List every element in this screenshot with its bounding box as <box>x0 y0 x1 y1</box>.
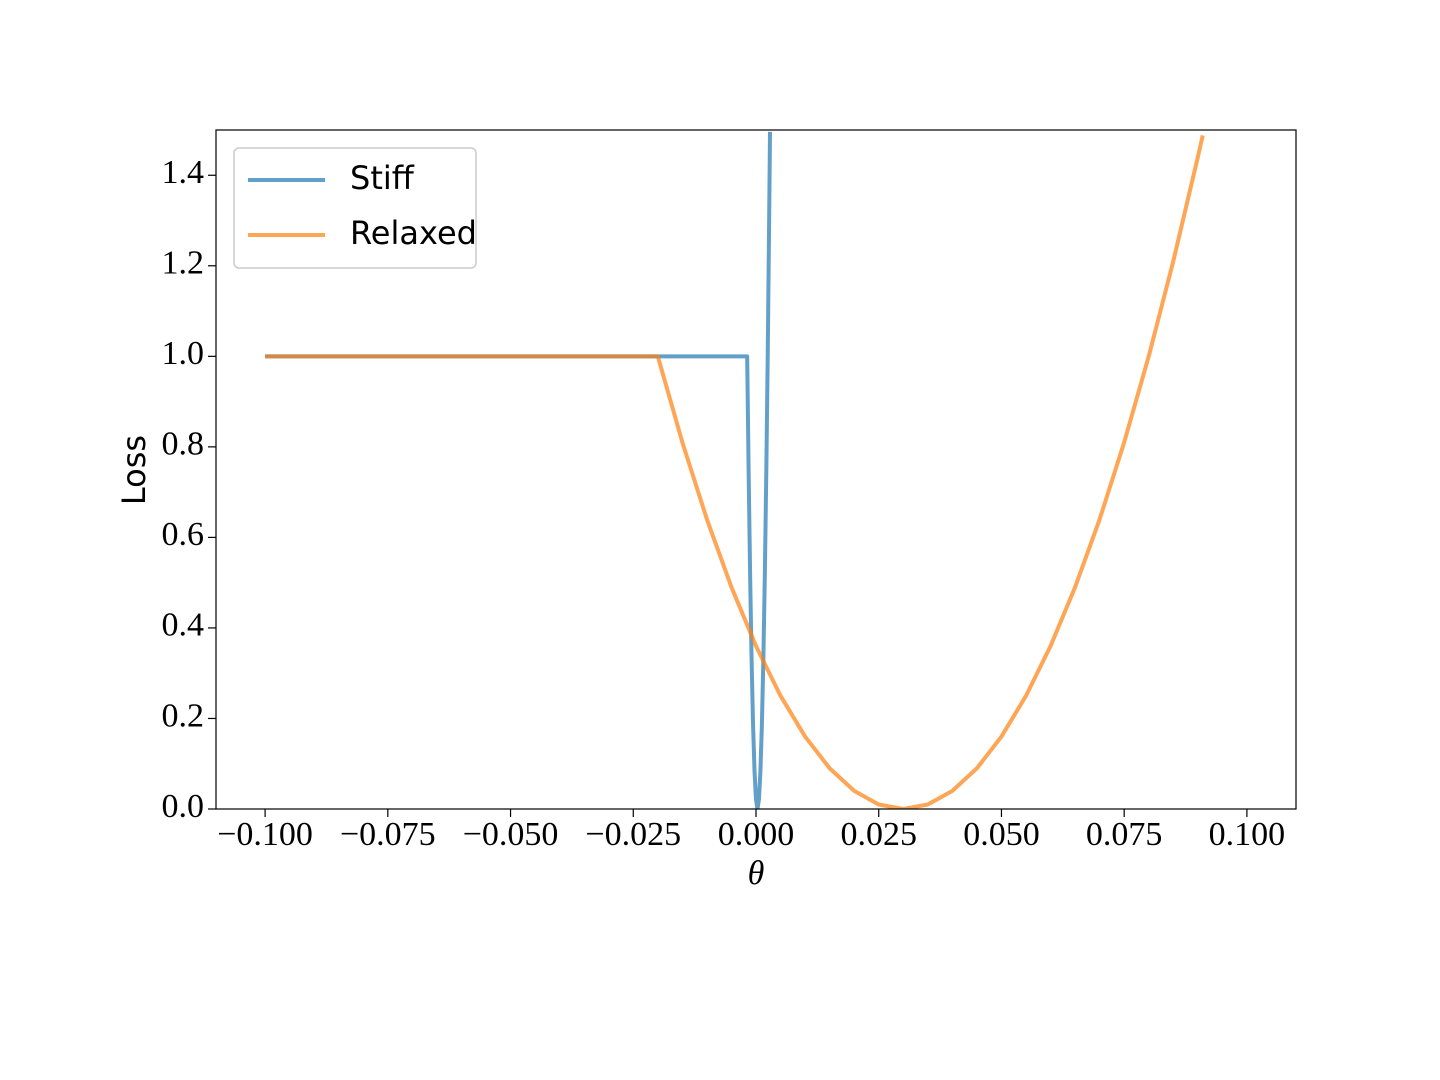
x-tick-label: 0.050 <box>963 816 1040 853</box>
x-tick-label: 0.025 <box>840 816 917 853</box>
line-series <box>265 134 1205 809</box>
y-tick-label: 0.4 <box>162 607 205 644</box>
x-tick-label: −0.025 <box>585 816 681 853</box>
y-tick-label: 1.4 <box>162 154 205 191</box>
legend-label: Stiff <box>350 159 415 197</box>
x-tick-label: 0.000 <box>718 816 795 853</box>
legend-label: Relaxed <box>350 214 477 252</box>
y-tick-label: 0.0 <box>162 788 205 825</box>
x-tick-label: −0.075 <box>340 816 436 853</box>
y-tick-label: 0.2 <box>162 697 205 734</box>
plot-frame <box>215 129 1297 810</box>
y-tick-label: 1.0 <box>162 335 205 372</box>
y-axis-label: Loss <box>115 435 153 505</box>
y-tick-label: 1.2 <box>162 245 205 282</box>
x-tick-label: −0.100 <box>217 816 313 853</box>
y-tick-label: 0.6 <box>162 516 205 553</box>
line-series <box>265 131 772 809</box>
y-tick-label: 0.8 <box>162 426 205 463</box>
x-tick-label: 0.100 <box>1209 816 1286 853</box>
x-tick-label: 0.075 <box>1086 816 1163 853</box>
x-axis-label: θ <box>748 855 765 892</box>
x-tick-label: −0.050 <box>463 816 559 853</box>
